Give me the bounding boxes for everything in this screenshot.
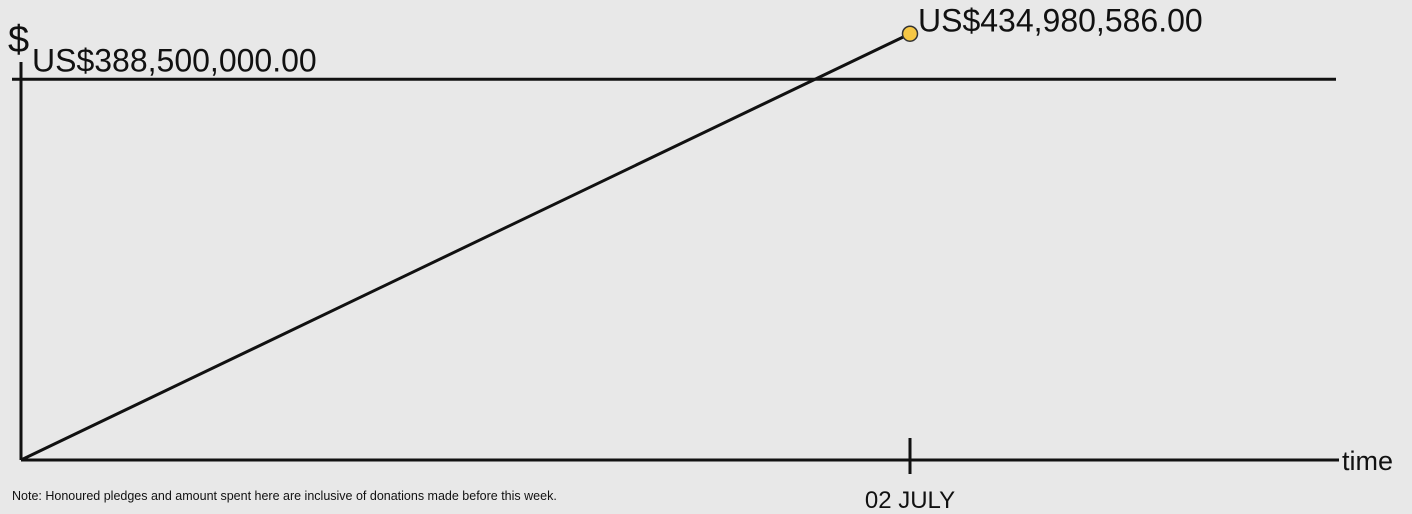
footnote: Note: Honoured pledges and amount spent … [12, 489, 557, 503]
current-value-point [901, 25, 919, 42]
y-axis-label: $ [8, 19, 29, 61]
x-tick-label: 02 JULY [865, 487, 955, 514]
current-value-label: US$434,980,586.00 [918, 3, 1203, 39]
threshold-label: US$388,500,000.00 [32, 42, 317, 78]
series-line [20, 32, 911, 462]
x-axis-label: time [1342, 446, 1393, 476]
